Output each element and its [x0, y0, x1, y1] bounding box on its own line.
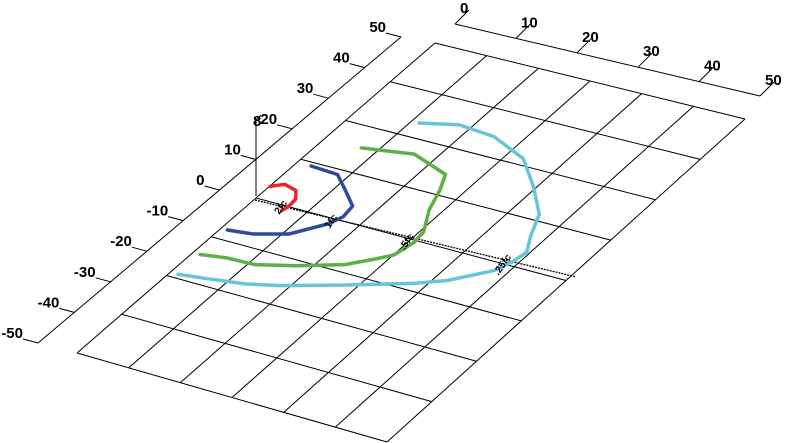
y-axis-tick-label: 10 — [224, 141, 241, 158]
y-axis-tick-mark — [205, 186, 220, 190]
grid-line — [301, 159, 611, 240]
contour-label: .25fc — [492, 252, 514, 277]
contour-label: .5fc — [398, 231, 417, 252]
y-axis-tick-mark — [23, 339, 38, 343]
grid-line — [346, 121, 656, 200]
x-axis-tick-label: 10 — [521, 14, 538, 31]
y-axis-tick-label: 0 — [196, 172, 204, 189]
y-axis-tick-label: 30 — [297, 80, 314, 97]
grid-line — [390, 82, 700, 160]
x-axis-tick-label: 50 — [765, 72, 782, 89]
y-axis-tick-mark — [59, 308, 74, 312]
grid-line — [211, 237, 521, 321]
grid-line — [122, 314, 432, 401]
x-axis-tick-label: 20 — [582, 29, 599, 46]
contour-label: 2fc — [273, 198, 291, 217]
axes: 0 10 20 30 40 50 -50 -40 -30 -20 -10 0 10 20 30 40 50 8 — [1, 0, 781, 343]
y-axis-tick-label: 40 — [333, 50, 350, 67]
y-axis-tick-label: -30 — [74, 264, 96, 281]
grid-line — [167, 276, 477, 362]
y-axis-tick-label: -40 — [38, 294, 60, 311]
y-axis-tick-mark — [386, 33, 401, 37]
y-axis-tick-label: -20 — [110, 233, 132, 250]
y-axis-tick-mark — [132, 247, 147, 251]
y-axis-tick-mark — [241, 155, 256, 159]
x-axis-tick-label: 30 — [643, 43, 660, 60]
y-axis-tick-mark — [350, 64, 365, 68]
z-axis-tick-label: 8 — [253, 113, 261, 130]
x-axis-tick-label: 0 — [460, 0, 468, 17]
y-axis-tick-mark — [313, 94, 328, 98]
grid-line — [77, 353, 387, 442]
y-axis-tick-mark — [168, 217, 183, 221]
y-axis-tick-mark — [277, 125, 292, 129]
y-axis-tick-label: 20 — [260, 111, 277, 128]
y-axis-tick-label: -10 — [147, 203, 169, 220]
contour-label: 1fc — [323, 212, 341, 231]
x-axis-tick-label: 40 — [704, 58, 721, 75]
y-axis-tick-mark — [96, 278, 111, 282]
y-axis-tick-label: -50 — [1, 325, 23, 342]
y-axis-tick-label: 50 — [369, 19, 386, 36]
